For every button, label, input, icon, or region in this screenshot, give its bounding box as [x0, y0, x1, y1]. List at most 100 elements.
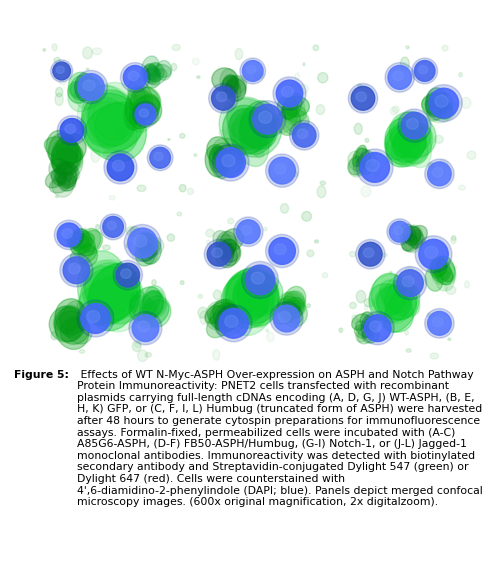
Ellipse shape: [425, 247, 438, 258]
Ellipse shape: [410, 230, 423, 249]
Ellipse shape: [353, 154, 356, 157]
Ellipse shape: [128, 78, 153, 120]
Ellipse shape: [461, 97, 471, 108]
Ellipse shape: [54, 307, 83, 341]
Ellipse shape: [142, 56, 159, 77]
Ellipse shape: [78, 74, 101, 97]
Ellipse shape: [400, 132, 409, 141]
Ellipse shape: [124, 224, 161, 261]
Ellipse shape: [56, 87, 63, 97]
Ellipse shape: [88, 264, 140, 331]
Ellipse shape: [314, 240, 318, 243]
Ellipse shape: [83, 82, 140, 148]
Ellipse shape: [51, 139, 81, 176]
Ellipse shape: [126, 310, 136, 317]
Ellipse shape: [384, 285, 420, 332]
Ellipse shape: [213, 231, 231, 250]
Text: E: E: [193, 209, 201, 222]
Ellipse shape: [137, 185, 146, 191]
Ellipse shape: [350, 302, 356, 308]
Ellipse shape: [274, 244, 286, 254]
Ellipse shape: [273, 77, 306, 110]
Ellipse shape: [429, 88, 458, 118]
Ellipse shape: [60, 316, 89, 344]
Ellipse shape: [227, 98, 276, 147]
Ellipse shape: [56, 164, 76, 189]
Ellipse shape: [78, 251, 130, 327]
Ellipse shape: [75, 73, 94, 101]
Ellipse shape: [419, 65, 428, 74]
Ellipse shape: [369, 283, 413, 332]
Ellipse shape: [79, 266, 137, 325]
Ellipse shape: [355, 149, 371, 168]
Ellipse shape: [458, 185, 466, 190]
Ellipse shape: [129, 91, 159, 120]
Ellipse shape: [71, 76, 88, 98]
Ellipse shape: [434, 264, 448, 280]
Ellipse shape: [434, 135, 443, 144]
Ellipse shape: [132, 341, 141, 352]
Ellipse shape: [58, 172, 76, 191]
Ellipse shape: [216, 92, 227, 102]
Ellipse shape: [54, 220, 84, 250]
Ellipse shape: [89, 275, 141, 332]
Ellipse shape: [205, 145, 228, 177]
Ellipse shape: [62, 228, 72, 238]
Ellipse shape: [134, 235, 147, 247]
Ellipse shape: [154, 152, 163, 161]
Ellipse shape: [425, 268, 443, 291]
Ellipse shape: [264, 227, 267, 231]
Ellipse shape: [279, 296, 300, 319]
Ellipse shape: [234, 217, 263, 247]
Ellipse shape: [400, 57, 409, 70]
Ellipse shape: [353, 158, 368, 176]
Ellipse shape: [377, 285, 412, 324]
Ellipse shape: [148, 64, 162, 77]
Ellipse shape: [364, 318, 378, 332]
Ellipse shape: [94, 96, 100, 105]
Ellipse shape: [385, 279, 417, 320]
Ellipse shape: [55, 93, 63, 106]
Ellipse shape: [283, 286, 306, 315]
Ellipse shape: [404, 267, 414, 278]
Ellipse shape: [139, 233, 158, 258]
Ellipse shape: [57, 223, 81, 247]
Ellipse shape: [241, 111, 277, 149]
Ellipse shape: [209, 83, 238, 113]
Ellipse shape: [277, 108, 300, 135]
Ellipse shape: [49, 177, 71, 193]
Ellipse shape: [138, 300, 169, 328]
Ellipse shape: [316, 105, 325, 115]
Ellipse shape: [215, 305, 252, 342]
Ellipse shape: [210, 306, 232, 330]
Ellipse shape: [43, 48, 45, 51]
Ellipse shape: [364, 305, 368, 310]
Ellipse shape: [168, 139, 170, 140]
Ellipse shape: [394, 124, 432, 166]
Ellipse shape: [69, 263, 80, 274]
Ellipse shape: [407, 232, 425, 248]
Ellipse shape: [380, 280, 420, 317]
Ellipse shape: [269, 237, 296, 264]
Ellipse shape: [266, 329, 269, 332]
Ellipse shape: [239, 101, 277, 154]
Ellipse shape: [227, 76, 246, 97]
Ellipse shape: [79, 350, 85, 353]
Ellipse shape: [156, 60, 171, 80]
Ellipse shape: [132, 102, 158, 127]
Ellipse shape: [371, 273, 406, 316]
Ellipse shape: [427, 313, 431, 317]
Ellipse shape: [407, 225, 422, 241]
Ellipse shape: [81, 260, 140, 320]
Ellipse shape: [128, 89, 134, 95]
Ellipse shape: [220, 229, 244, 252]
Ellipse shape: [280, 291, 306, 319]
Ellipse shape: [136, 233, 155, 254]
Ellipse shape: [213, 138, 244, 165]
Ellipse shape: [360, 312, 374, 329]
Ellipse shape: [171, 64, 177, 71]
Ellipse shape: [52, 142, 83, 175]
Ellipse shape: [82, 85, 131, 146]
Text: A: A: [45, 48, 55, 61]
Ellipse shape: [127, 227, 136, 236]
